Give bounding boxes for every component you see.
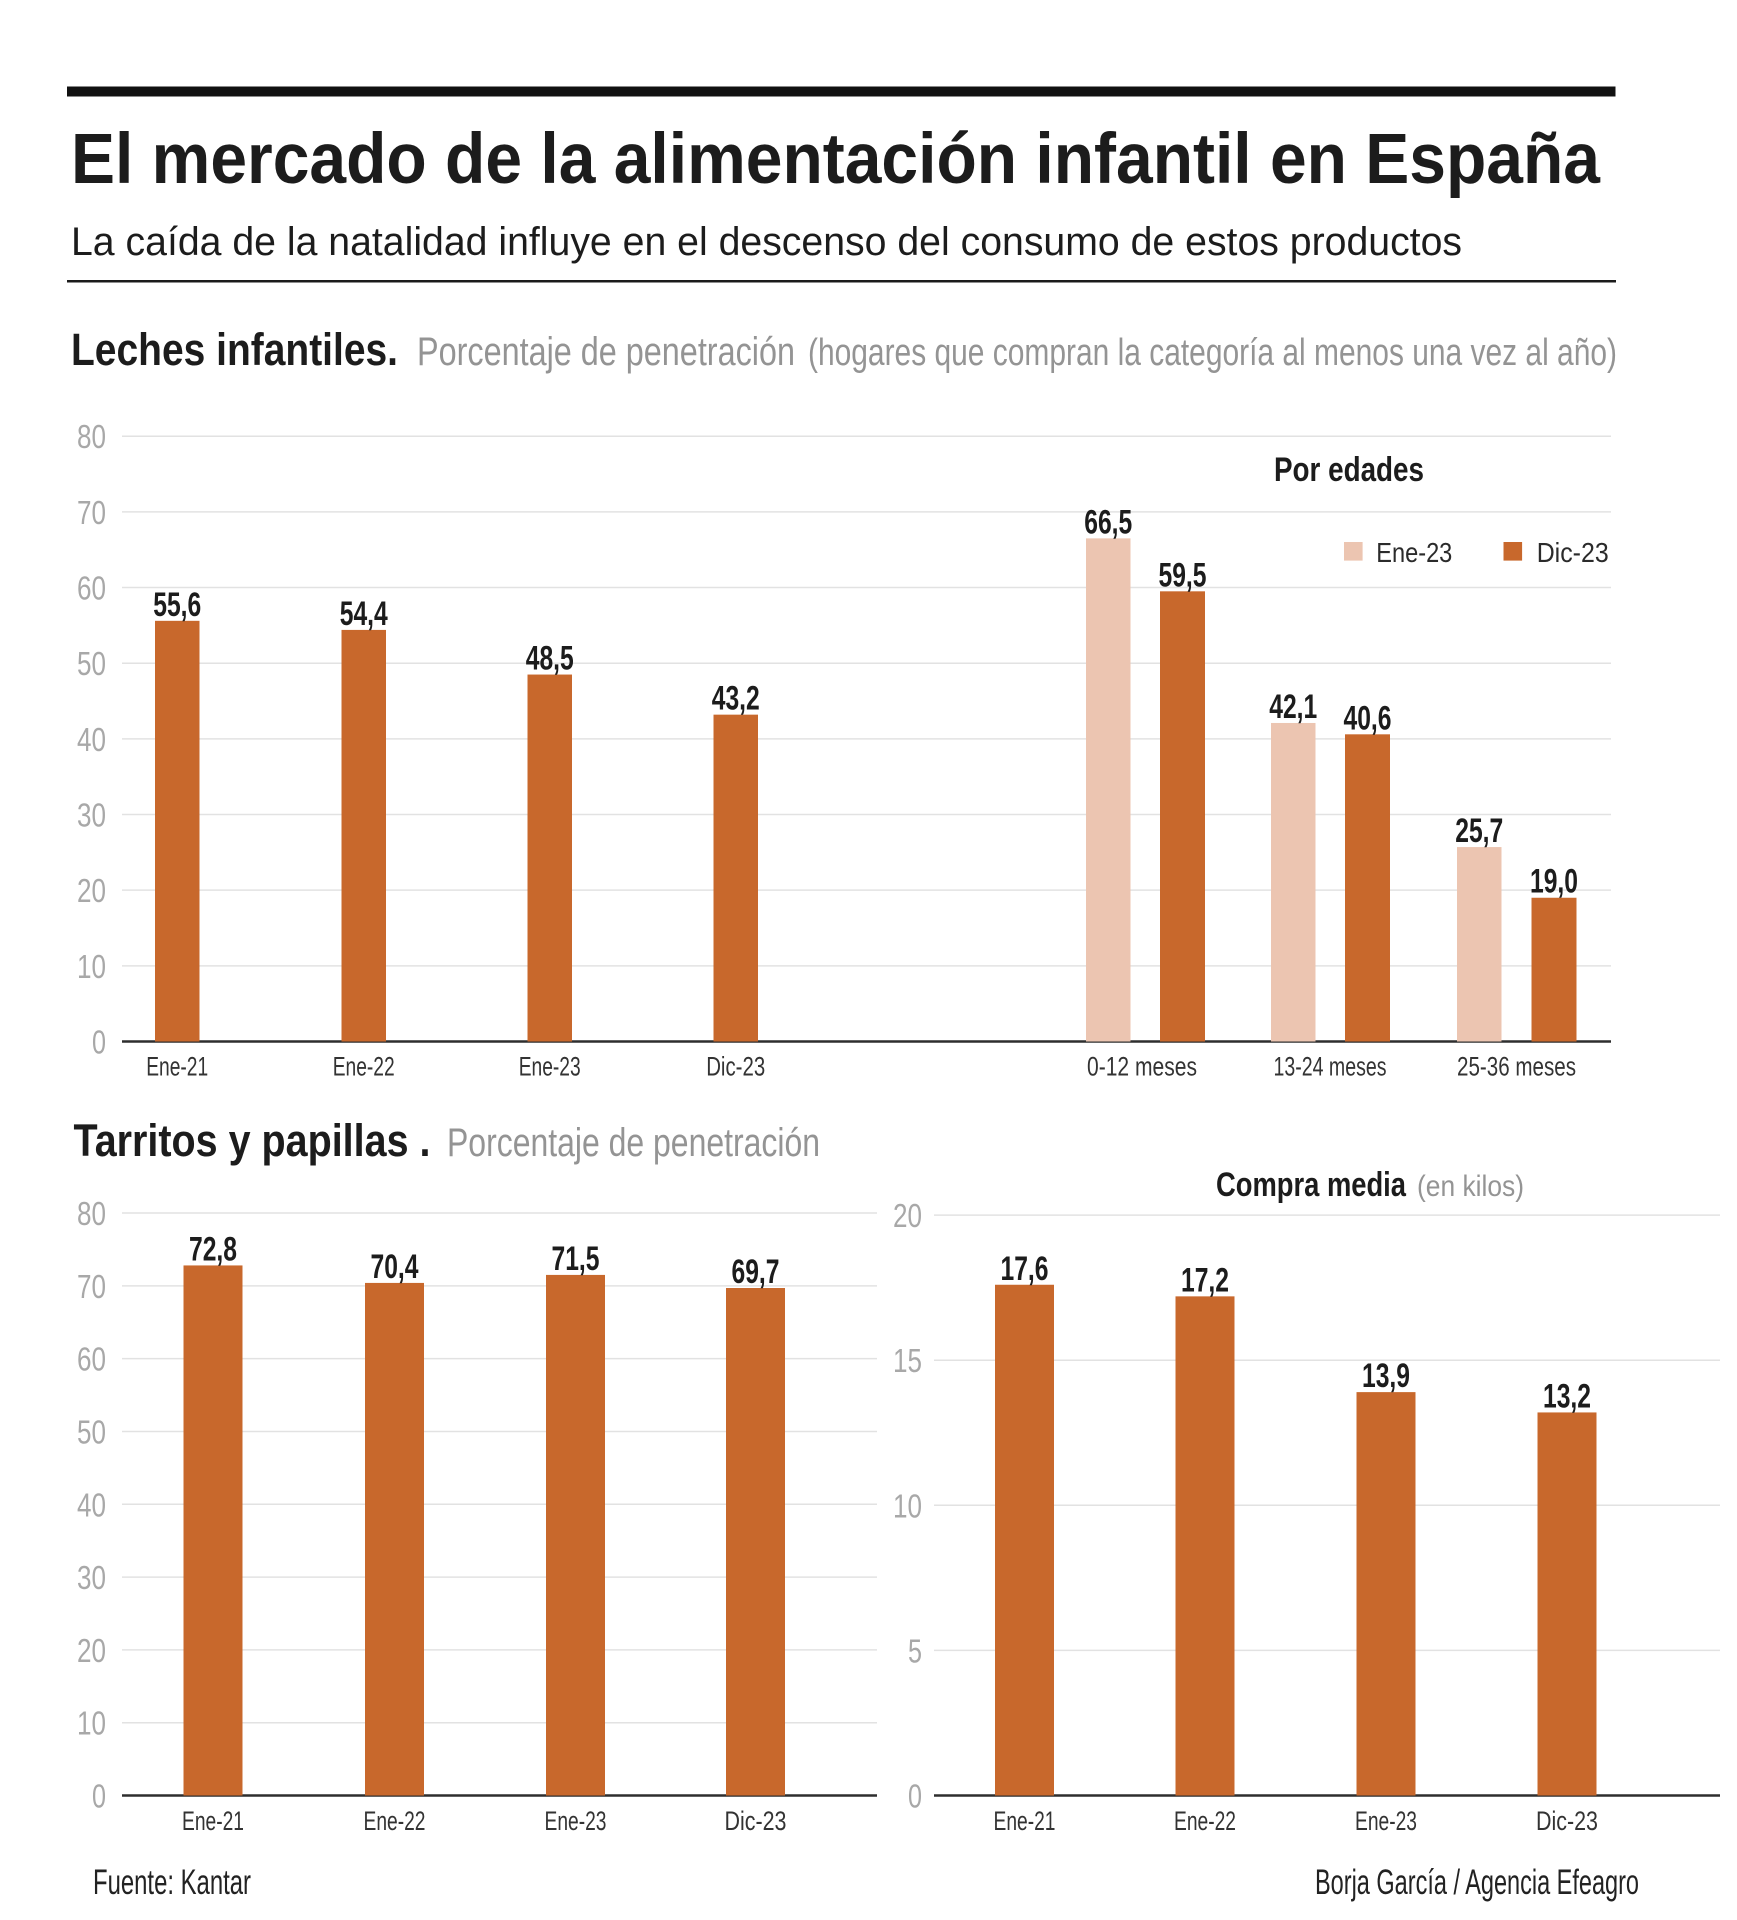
svg-text:80: 80: [77, 418, 106, 455]
svg-text:17,6: 17,6: [1001, 1250, 1049, 1288]
svg-text:55,6: 55,6: [153, 586, 201, 624]
svg-text:0: 0: [92, 1024, 106, 1061]
svg-text:(en kilos): (en kilos): [1417, 1170, 1524, 1203]
svg-text:5: 5: [908, 1632, 922, 1669]
svg-text:60: 60: [77, 1341, 106, 1378]
svg-text:59,5: 59,5: [1159, 556, 1207, 594]
svg-text:40,6: 40,6: [1344, 699, 1392, 737]
svg-text:43,2: 43,2: [712, 680, 760, 718]
svg-text:Dic-23: Dic-23: [706, 1052, 765, 1082]
svg-text:0: 0: [908, 1778, 922, 1815]
svg-text:50: 50: [77, 645, 106, 682]
svg-text:10: 10: [77, 1705, 106, 1742]
svg-text:70: 70: [77, 494, 106, 531]
svg-text:Ene-23: Ene-23: [1355, 1806, 1417, 1836]
svg-text:42,1: 42,1: [1269, 688, 1317, 726]
svg-text:Porcentaje de penetración: Porcentaje de penetración: [447, 1121, 820, 1165]
svg-text:70,4: 70,4: [371, 1248, 419, 1286]
svg-text:La caída de la natalidad influ: La caída de la natalidad influye en el d…: [71, 220, 1462, 264]
svg-text:Ene-23: Ene-23: [1376, 537, 1452, 568]
svg-text:54,4: 54,4: [340, 595, 388, 633]
svg-text:66,5: 66,5: [1084, 503, 1132, 541]
svg-text:Ene-22: Ene-22: [333, 1052, 395, 1082]
svg-text:Porcentaje de penetración: Porcentaje de penetración: [417, 330, 795, 374]
svg-text:40: 40: [77, 721, 106, 758]
svg-text:0-12 meses: 0-12 meses: [1087, 1052, 1197, 1082]
svg-text:Ene-22: Ene-22: [1174, 1806, 1236, 1836]
svg-text:69,7: 69,7: [732, 1253, 780, 1291]
svg-text:80: 80: [77, 1195, 106, 1232]
svg-text:0: 0: [92, 1778, 106, 1815]
svg-text:72,8: 72,8: [189, 1230, 237, 1268]
svg-text:10: 10: [77, 948, 106, 985]
svg-text:Fuente: Kantar: Fuente: Kantar: [93, 1863, 251, 1902]
svg-text:Ene-22: Ene-22: [364, 1806, 426, 1836]
svg-text:Leches infantiles.: Leches infantiles.: [71, 324, 398, 375]
svg-text:Ene-21: Ene-21: [994, 1806, 1056, 1836]
svg-text:30: 30: [77, 797, 106, 834]
svg-text:13,9: 13,9: [1362, 1357, 1410, 1395]
svg-text:13-24 meses: 13-24 meses: [1274, 1052, 1387, 1082]
svg-text:15: 15: [893, 1342, 922, 1379]
svg-text:25,7: 25,7: [1455, 812, 1503, 850]
svg-text:Ene-21: Ene-21: [146, 1052, 208, 1082]
svg-text:60: 60: [77, 570, 106, 607]
svg-text:Dic-23: Dic-23: [725, 1806, 787, 1836]
svg-text:70: 70: [77, 1268, 106, 1305]
svg-text:Por edades: Por edades: [1274, 451, 1424, 489]
svg-text:Ene-23: Ene-23: [545, 1806, 607, 1836]
svg-text:17,2: 17,2: [1181, 1261, 1229, 1299]
svg-text:Borja García / Agencia Efeagro: Borja García / Agencia Efeagro: [1315, 1863, 1639, 1902]
svg-text:48,5: 48,5: [526, 640, 574, 678]
svg-text:25-36 meses: 25-36 meses: [1457, 1052, 1576, 1082]
svg-text:20: 20: [77, 1632, 106, 1669]
svg-text:El mercado de la alimentación: El mercado de la alimentación infantil e…: [71, 120, 1600, 199]
svg-text:13,2: 13,2: [1543, 1377, 1591, 1415]
svg-text:71,5: 71,5: [552, 1240, 600, 1278]
svg-text:Ene-23: Ene-23: [519, 1052, 581, 1082]
svg-text:50: 50: [77, 1413, 106, 1450]
svg-text:30: 30: [77, 1559, 106, 1596]
svg-text:Ene-21: Ene-21: [182, 1806, 244, 1836]
svg-text:Compra media: Compra media: [1216, 1166, 1407, 1204]
svg-text:10: 10: [893, 1487, 922, 1524]
svg-text:20: 20: [893, 1197, 922, 1234]
svg-text:20: 20: [77, 872, 106, 909]
svg-text:19,0: 19,0: [1530, 863, 1578, 901]
svg-text:Dic-23: Dic-23: [1536, 1806, 1598, 1836]
svg-text:(hogares que compran la catego: (hogares que compran la categoría al men…: [808, 332, 1617, 374]
svg-text:Dic-23: Dic-23: [1537, 537, 1609, 568]
svg-text:40: 40: [77, 1486, 106, 1523]
svg-text:Tarritos y papillas .: Tarritos y papillas .: [74, 1115, 431, 1166]
